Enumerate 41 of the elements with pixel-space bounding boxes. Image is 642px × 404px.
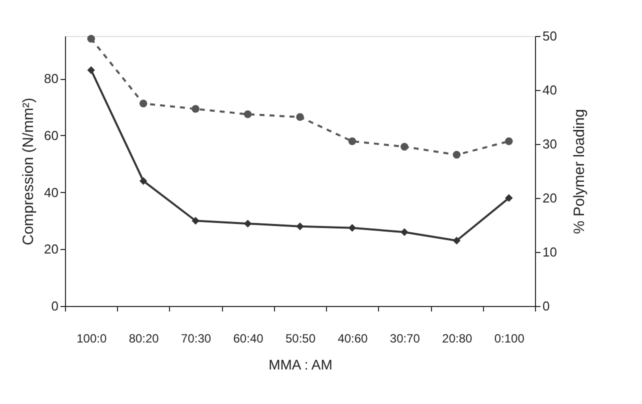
point xyxy=(139,177,148,185)
x-tick-label: 70:30 xyxy=(181,332,212,346)
point xyxy=(244,110,252,118)
y2-tick-label: 50 xyxy=(542,28,557,44)
y-tick-label: 20 xyxy=(44,242,58,257)
point xyxy=(400,142,408,151)
x-tick-label: 0:100 xyxy=(494,332,525,346)
point xyxy=(192,105,200,113)
x-tick-label: 60:40 xyxy=(233,332,264,346)
x-axis-title: MMA : AM xyxy=(268,356,332,372)
x-tick-label: 100:0 xyxy=(76,332,107,346)
point xyxy=(244,220,252,228)
x-tick-label: 40:60 xyxy=(338,332,368,346)
point xyxy=(452,150,461,159)
point xyxy=(87,34,95,43)
y-tick-label: 0 xyxy=(51,298,58,314)
point xyxy=(452,236,461,245)
point xyxy=(139,100,148,108)
y-tick-label: 80 xyxy=(44,71,58,86)
y2-tick-label: 40 xyxy=(542,82,557,98)
point xyxy=(296,222,304,230)
y2-tick-label: 0 xyxy=(542,298,550,314)
point xyxy=(348,137,356,146)
point xyxy=(87,66,95,74)
x-tick-label: 80:20 xyxy=(128,332,160,346)
point xyxy=(505,194,513,202)
point xyxy=(192,216,200,225)
y2-axis-title: % Polymer loading xyxy=(570,108,588,234)
x-tick-label: 20:80 xyxy=(442,332,473,346)
y2-tick-label: 30 xyxy=(542,136,557,152)
y-tick-label: 40 xyxy=(44,184,58,200)
y2-tick-label: 20 xyxy=(542,190,557,206)
x-tick-label: 30:70 xyxy=(390,332,420,346)
point xyxy=(400,228,408,236)
point xyxy=(296,113,304,121)
y-tick-label: 60 xyxy=(44,128,58,143)
point xyxy=(348,224,356,232)
x-tick-label: 50:50 xyxy=(285,332,316,346)
y2-tick-label: 10 xyxy=(542,244,557,260)
y-axis-title: Compression (N/mm²) xyxy=(20,98,38,246)
point xyxy=(505,137,513,146)
